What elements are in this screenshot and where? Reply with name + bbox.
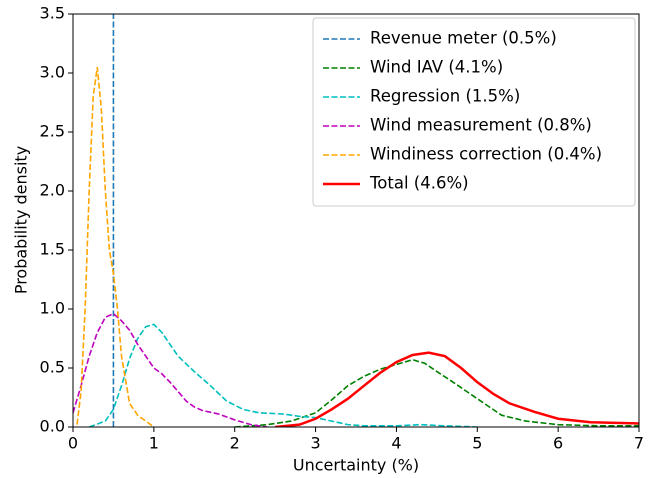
plot-frame (72, 13, 640, 428)
x-tick-label: 3 (310, 434, 320, 453)
y-tick-label: 3.0 (40, 63, 65, 82)
legend-label: Windiness correction (0.4%) (370, 145, 602, 164)
x-tick-label: 4 (391, 434, 401, 453)
x-tick-label: 0 (68, 434, 78, 453)
legend-label: Revenue meter (0.5%) (370, 29, 557, 48)
y-tick-label: 0.5 (40, 358, 65, 377)
x-tick-label: 5 (472, 434, 482, 453)
y-tick-label: 2.5 (40, 122, 65, 141)
legend-label: Total (4.6%) (369, 174, 469, 193)
y-tick-label: 1.0 (40, 299, 65, 318)
y-tick-label: 1.5 (40, 240, 65, 259)
x-tick-label: 2 (230, 434, 240, 453)
series-line (275, 351, 639, 427)
x-tick-label: 1 (149, 434, 159, 453)
series-line (234, 358, 639, 427)
y-tick-label: 0.0 (40, 417, 65, 436)
legend-label: Wind IAV (4.1%) (370, 58, 503, 77)
y-tick-label: 3.5 (40, 4, 65, 23)
legend-label: Wind measurement (0.8%) (370, 116, 592, 135)
x-axis-label: Uncertainty (%) (293, 456, 419, 475)
plot-lines (73, 14, 639, 427)
legend-box (312, 17, 636, 207)
x-tick-label: 6 (553, 434, 563, 453)
series-line (73, 312, 268, 427)
y-tick-label: 2.0 (40, 181, 65, 200)
series-line (88, 323, 478, 427)
legend-label: Regression (1.5%) (370, 87, 520, 106)
series-line (76, 66, 155, 427)
x-tick-label: 7 (634, 434, 644, 453)
y-axis-label: Probability density (12, 146, 31, 294)
legend: Revenue meter (0.5%) Wind IAV (4.1%) Regre… (312, 17, 636, 207)
